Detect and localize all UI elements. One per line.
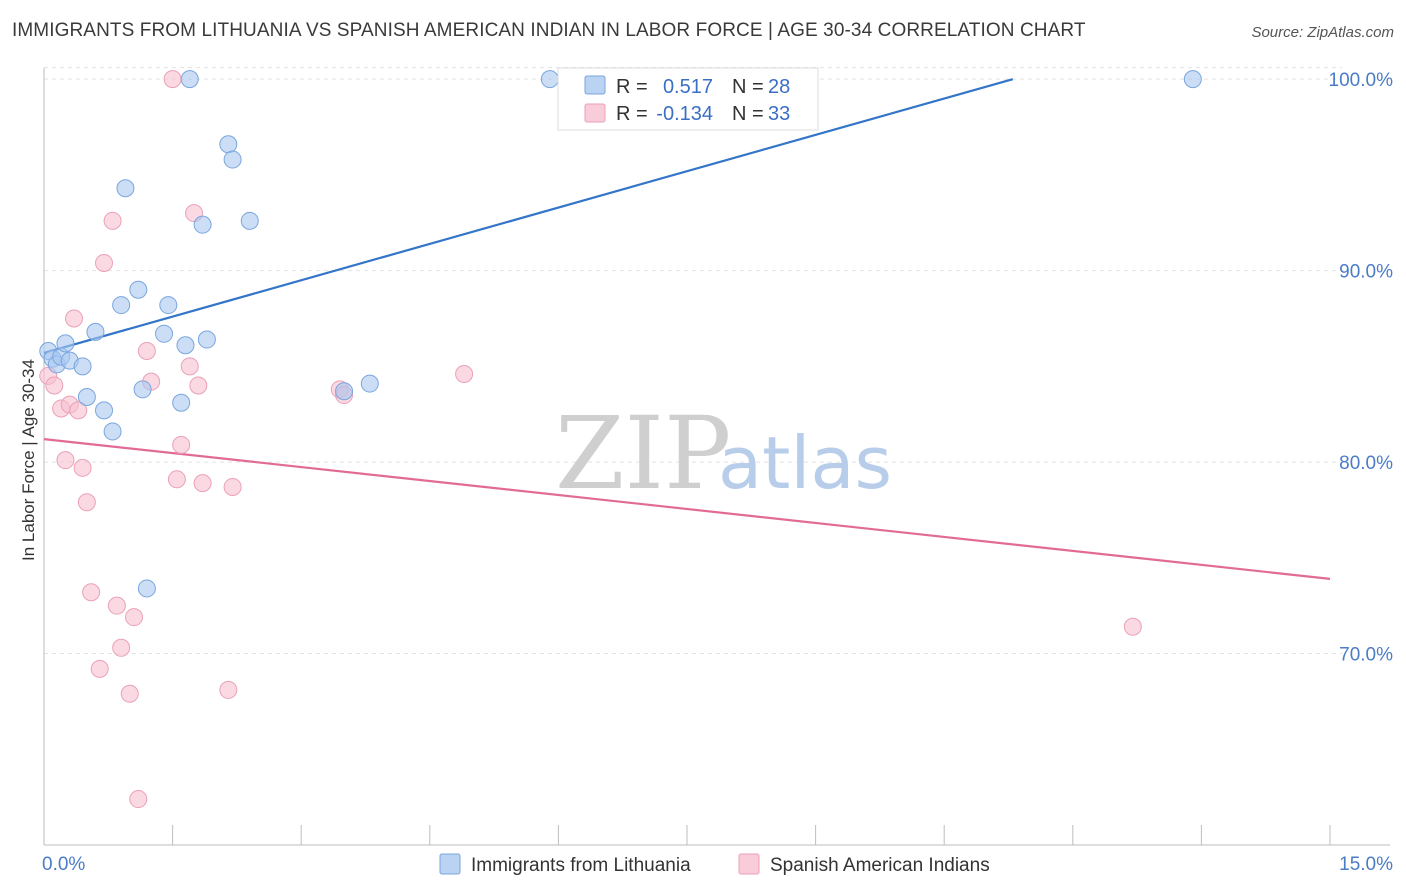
y-tick-label: 90.0%: [1339, 262, 1393, 283]
data-point-pink: [69, 401, 88, 420]
source-label: Source: ZipAtlas.com: [1251, 24, 1394, 41]
data-point-pink: [107, 596, 126, 615]
y-tick-label: 80.0%: [1339, 453, 1393, 474]
data-point-blue: [73, 357, 92, 376]
data-point-blue: [540, 70, 559, 89]
legend-r-value-pink: -0.134: [656, 103, 713, 125]
axes: [43, 68, 1390, 846]
data-point-blue: [103, 422, 122, 441]
x-tick-label: 15.0%: [1339, 854, 1393, 875]
bottom-legend-label-pink: Spanish American Indians: [770, 855, 990, 876]
trend-lines: [43, 78, 1331, 580]
trend-line-blue: [43, 78, 1014, 354]
data-point-pink: [455, 365, 474, 383]
data-point-blue: [155, 324, 174, 343]
legend-r-value-blue: 0.517: [663, 76, 713, 98]
watermark: ZIP atlas: [555, 395, 892, 512]
data-point-blue: [129, 280, 148, 299]
data-point-pink: [95, 253, 114, 272]
data-point-blue: [172, 393, 191, 412]
data-point-blue: [116, 179, 135, 198]
legend-r-label-blue: R =: [616, 76, 648, 98]
legend-swatch-pink: [584, 103, 606, 123]
data-point-blue: [197, 330, 216, 349]
bottom-legend-label-blue: Immigrants from Lithuania: [471, 855, 691, 876]
data-point-pink: [167, 470, 186, 489]
data-point-pink: [163, 70, 182, 89]
data-point-pink: [90, 659, 109, 678]
bottom-legend-swatch-blue: [439, 853, 461, 875]
series-immigrants-from-lithuania: [39, 70, 1202, 598]
x-tick-label: 0.0%: [42, 854, 85, 875]
data-point-pink: [219, 680, 238, 699]
data-point-blue: [77, 387, 96, 406]
data-point-blue: [137, 579, 156, 598]
y-tick-labels: 70.0% 80.0% 90.0% 100.0%: [1329, 70, 1394, 665]
data-point-pink: [193, 474, 212, 493]
data-point-blue: [223, 150, 242, 169]
data-point-pink: [180, 357, 199, 376]
stats-legend: R = 0.517 N = 28 R = -0.134 N = 33: [557, 67, 819, 131]
legend-n-value-pink: 33: [768, 103, 790, 125]
legend-n-label-blue: N =: [732, 76, 764, 98]
data-point-blue: [240, 211, 259, 230]
data-point-blue: [193, 215, 212, 234]
data-point-pink: [172, 435, 191, 454]
data-point-pink: [45, 376, 64, 395]
x-tick-labels: 0.0% 15.0%: [42, 854, 1393, 875]
chart-title: IMMIGRANTS FROM LITHUANIA VS SPANISH AME…: [12, 20, 1086, 41]
bottom-legend-swatch-pink: [738, 853, 760, 875]
data-point-pink: [120, 684, 139, 703]
data-point-blue: [180, 70, 199, 89]
data-point-blue: [133, 380, 152, 399]
data-point-pink: [137, 342, 156, 361]
data-point-blue: [1183, 70, 1202, 89]
data-point-pink: [103, 211, 122, 230]
legend-swatch-blue: [584, 75, 606, 95]
data-point-blue: [112, 296, 131, 315]
watermark-atlas: atlas: [718, 421, 892, 505]
y-tick-label: 70.0%: [1339, 645, 1393, 666]
data-point-pink: [112, 638, 131, 657]
series-spanish-american-indians: [39, 70, 1142, 809]
data-point-pink: [189, 376, 208, 395]
data-point-blue: [360, 374, 379, 393]
data-point-pink: [1123, 617, 1142, 636]
data-point-pink: [125, 608, 144, 627]
data-point-pink: [129, 790, 148, 809]
data-point-blue: [86, 322, 105, 341]
watermark-zip: ZIP: [555, 395, 731, 512]
data-point-pink: [223, 477, 242, 496]
legend-n-value-blue: 28: [768, 76, 790, 98]
data-point-pink: [77, 493, 96, 512]
data-point-pink: [73, 458, 92, 477]
data-point-pink: [82, 583, 101, 602]
data-point-blue: [159, 296, 178, 315]
data-point-blue: [219, 135, 238, 154]
legend-n-label-pink: N =: [732, 103, 764, 125]
data-point-blue: [335, 382, 354, 401]
data-point-blue: [95, 401, 114, 420]
data-point-blue: [176, 336, 195, 355]
trend-line-pink: [43, 438, 1331, 580]
y-tick-label: 100.0%: [1329, 70, 1394, 91]
data-point-blue: [56, 334, 75, 353]
data-point-pink: [65, 309, 84, 328]
series-legend: Immigrants from Lithuania Spanish Americ…: [439, 853, 990, 876]
data-point-pink: [56, 451, 75, 470]
y-axis-title: In Labor Force | Age 30-34: [19, 359, 38, 561]
legend-r-label-pink: R =: [616, 103, 648, 125]
